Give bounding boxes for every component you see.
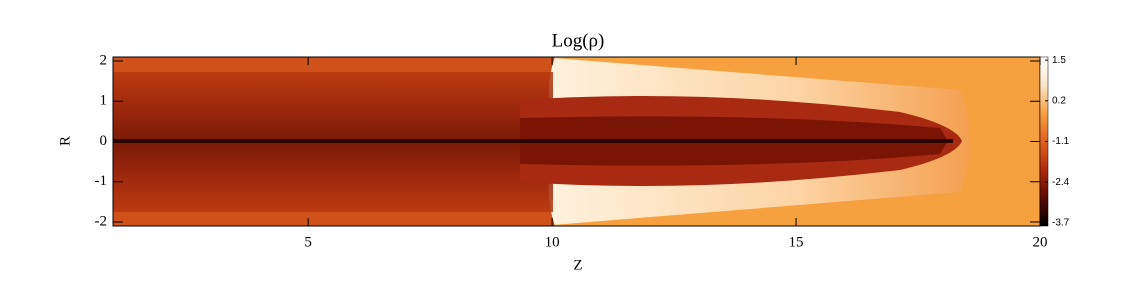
x-tick-label: 20: [1033, 234, 1048, 250]
colorbar-tick-label: -2.4: [1052, 177, 1070, 188]
colorbar-tick-label: -1.1: [1052, 136, 1070, 147]
y-tick-label: 1: [100, 93, 108, 109]
colorbar-tick-label: 1.5: [1052, 55, 1066, 66]
colorbar-tick-label: 0.2: [1052, 95, 1066, 106]
x-tick-label: 15: [789, 234, 804, 250]
y-tick-label: 2: [100, 52, 108, 68]
density-field: [113, 57, 1040, 226]
chart-title: Log(ρ): [552, 30, 605, 51]
colorbar: 1.5 0.2 -1.1 -2.4 -3.7: [1039, 55, 1070, 229]
y-tick-label: 0: [100, 133, 108, 149]
colorbar-tick-label: -3.7: [1052, 218, 1070, 229]
x-axis-label: Z: [573, 257, 582, 273]
y-tick-label: -2: [95, 213, 108, 229]
x-tick-label: 5: [304, 234, 312, 250]
y-axis-label: R: [57, 136, 73, 146]
y-tick-label: -1: [95, 173, 108, 189]
x-tick-label: 10: [545, 234, 560, 250]
